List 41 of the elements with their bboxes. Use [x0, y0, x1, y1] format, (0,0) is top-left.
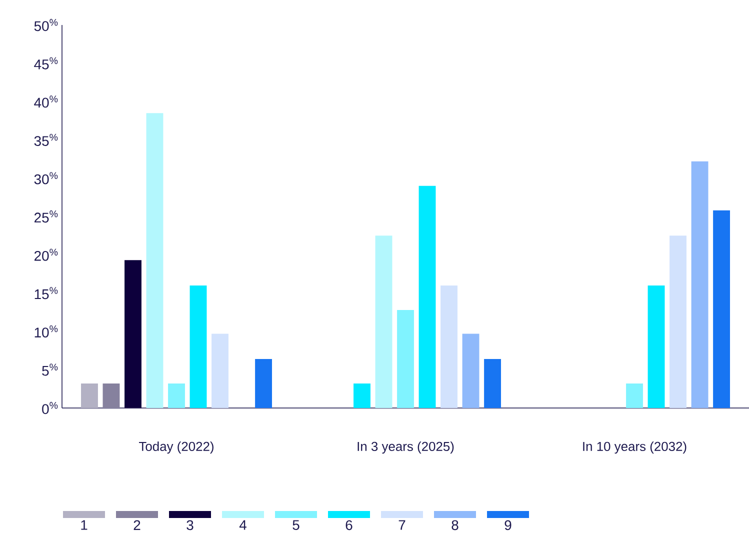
y-tick-label: 5$^{%}$ — [42, 364, 58, 376]
y-tick-label: 50$^{%}$ — [34, 18, 58, 32]
y-tick-label: 45$^{%}$ — [34, 57, 58, 70]
bar — [81, 383, 98, 408]
legend-label: 4 — [239, 520, 246, 530]
legend-label: 9 — [504, 520, 512, 530]
bar — [713, 210, 730, 408]
bar — [146, 113, 164, 408]
y-tick-label: 30$^{%}$ — [34, 172, 58, 184]
y-tick-label: 20$^{%}$ — [34, 248, 58, 261]
bar — [212, 334, 228, 408]
bar — [440, 285, 458, 408]
bar — [168, 383, 185, 408]
y-tick-label: 40$^{%}$ — [34, 96, 58, 108]
legend-label: 5 — [292, 520, 300, 530]
bar — [670, 236, 686, 408]
bar — [124, 260, 142, 408]
bar — [190, 285, 207, 408]
y-tick-label: 35$^{%}$ — [34, 134, 58, 146]
bar — [375, 236, 392, 408]
legend-label: 7 — [398, 520, 406, 530]
y-tick-label: 15$^{%}$ — [34, 287, 58, 300]
x-tick-label: In 3 years (2025) — [358, 442, 454, 454]
bar — [418, 186, 436, 408]
bar — [626, 383, 643, 408]
x-tick-label: In 10 years (2032) — [583, 442, 686, 454]
legend-label: 1 — [81, 520, 88, 530]
legend-label: 2 — [134, 520, 140, 530]
bar — [648, 285, 665, 408]
legend-label: 8 — [452, 520, 458, 530]
bar — [397, 310, 414, 408]
bar — [484, 358, 501, 408]
y-tick-label: 0$^{%}$ — [42, 402, 58, 414]
x-tick-label: Today (2022) — [139, 442, 214, 454]
bar — [255, 358, 272, 408]
legend-label: 3 — [186, 520, 194, 530]
legend-label: 6 — [346, 520, 352, 530]
bar — [462, 334, 480, 408]
y-tick-label: 10$^{%}$ — [34, 325, 58, 338]
bar — [691, 161, 708, 408]
y-tick-label: 25$^{%}$ — [34, 210, 58, 223]
